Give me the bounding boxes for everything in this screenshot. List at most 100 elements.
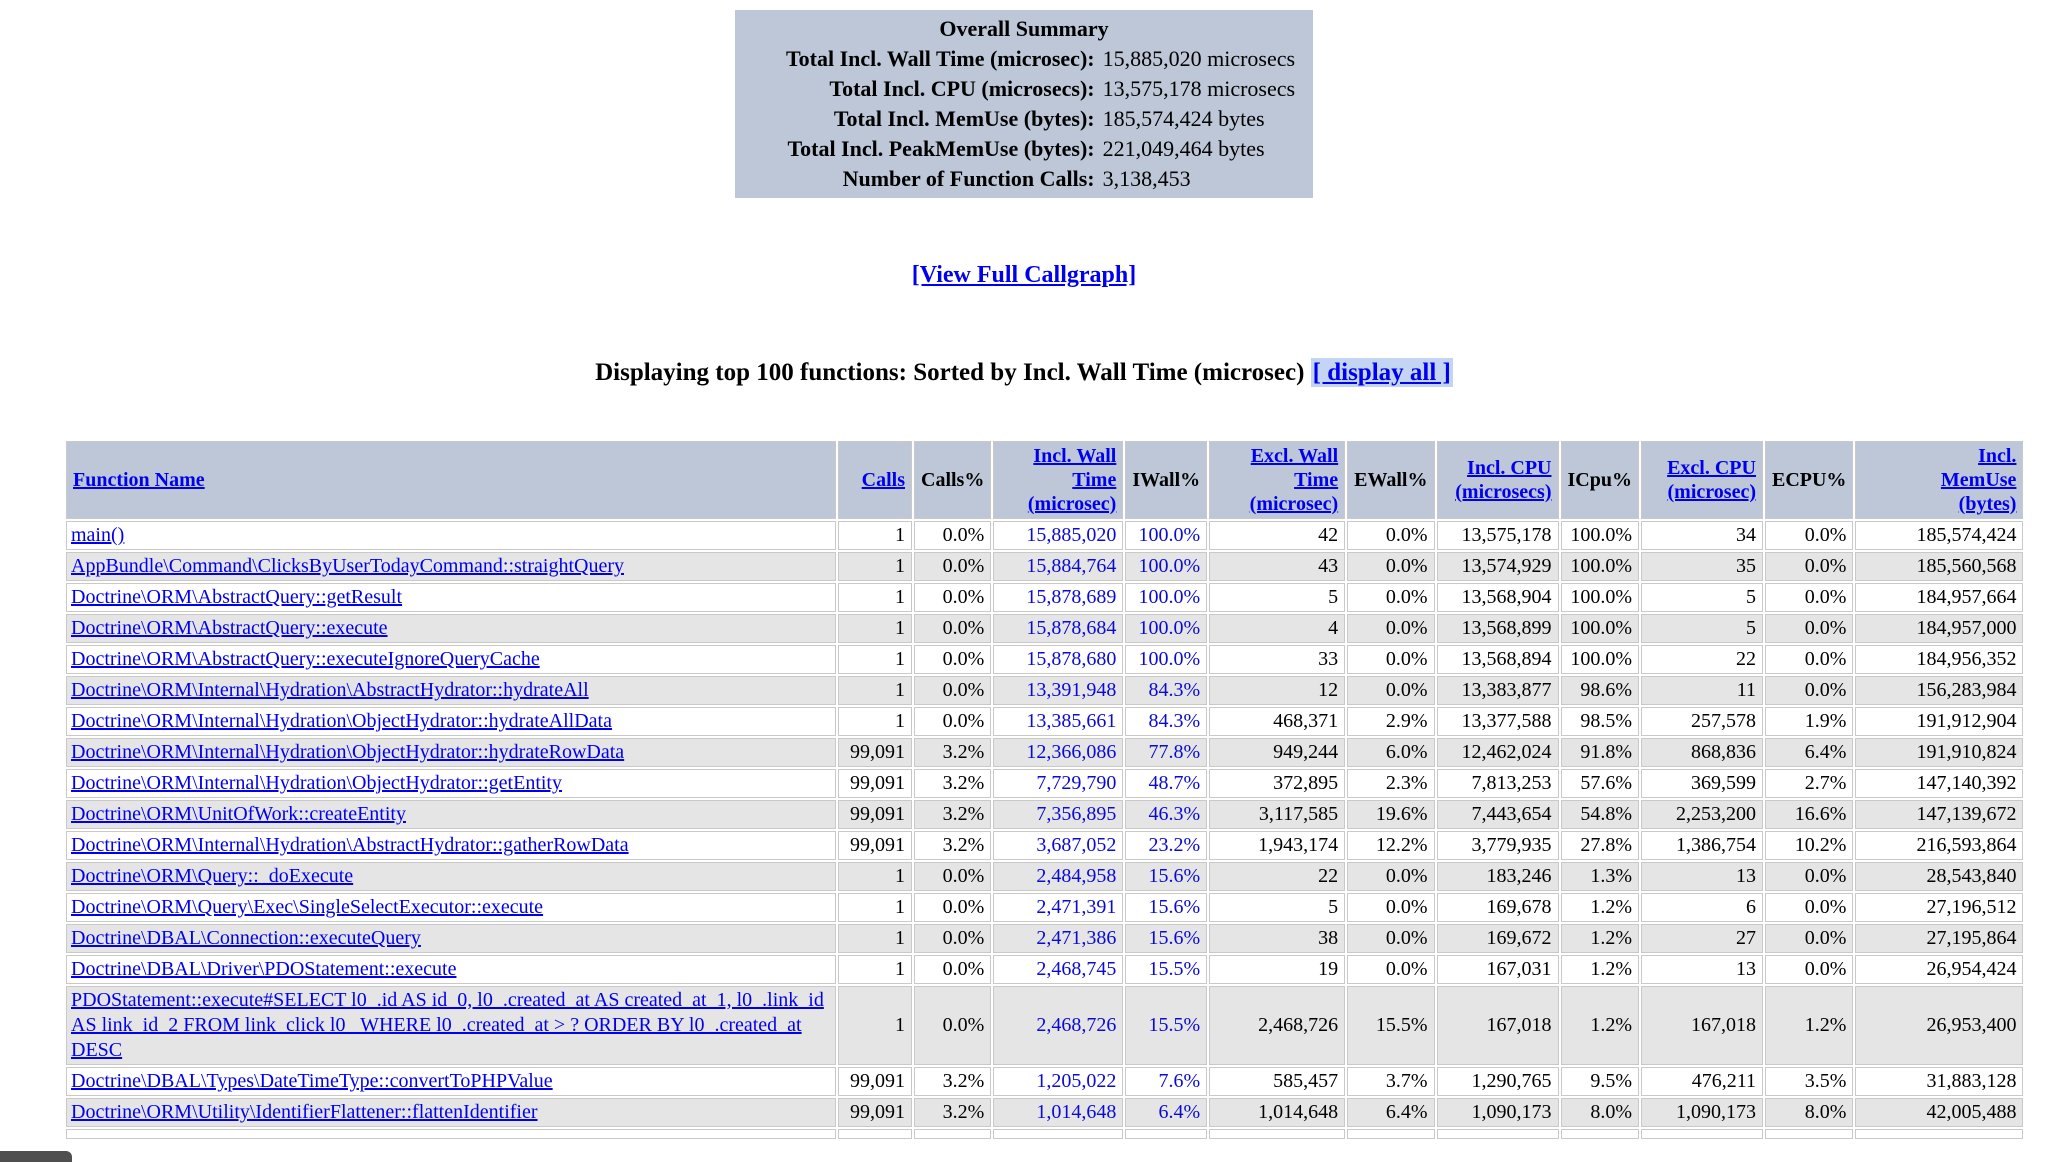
metric-cell: 191,912,904 <box>1855 707 2024 736</box>
function-link[interactable]: Doctrine\ORM\Utility\IdentifierFlattener… <box>71 1101 538 1123</box>
function-link[interactable]: AppBundle\Command\ClicksByUserTodayComma… <box>71 555 624 577</box>
metric-cell: 6 <box>1640 893 1763 922</box>
partial-next-row <box>66 1129 2024 1139</box>
metric-cell: 184,956,352 <box>1855 645 2024 674</box>
metric-cell: 13,575,178 <box>1436 521 1559 550</box>
metric-cell: 0.0% <box>1764 893 1854 922</box>
metric-cell <box>1764 1129 1854 1139</box>
function-link[interactable]: Doctrine\DBAL\Types\DateTimeType::conver… <box>71 1070 553 1092</box>
summary-row: Total Incl. PeakMemUse (bytes): 221,049,4… <box>737 134 1311 164</box>
sort-link[interactable]: Excl. Wall Time (microsec) <box>1249 445 1339 515</box>
function-name-cell: Doctrine\ORM\Internal\Hydration\ObjectHy… <box>66 769 836 798</box>
metric-cell: 169,672 <box>1436 924 1559 953</box>
metric-cell: 15,878,689 <box>993 583 1124 612</box>
sort-link[interactable]: Function Name <box>73 469 205 491</box>
function-link[interactable]: Doctrine\ORM\Internal\Hydration\ObjectHy… <box>71 741 625 763</box>
function-link[interactable]: Doctrine\ORM\Query\Exec\SingleSelectExec… <box>71 896 544 918</box>
metric-cell: 3.2% <box>914 831 992 860</box>
table-row: main() 1 0.0% 15,885,020 100.0% 42 0.0% 13,575,… <box>66 521 2024 550</box>
function-link[interactable]: Doctrine\ORM\Internal\Hydration\Abstract… <box>71 834 629 856</box>
metric-cell: 184,957,664 <box>1855 583 2024 612</box>
metric-cell: 0.0% <box>1347 521 1435 550</box>
metric-cell: 8.0% <box>1764 1098 1854 1127</box>
function-link[interactable]: Doctrine\DBAL\Driver\PDOStatement::execu… <box>71 958 457 980</box>
sort-link[interactable]: Incl. CPU (microsecs) <box>1455 457 1552 503</box>
function-link[interactable]: Doctrine\ORM\AbstractQuery::executeIgnor… <box>71 648 540 670</box>
metric-cell: 1 <box>838 862 912 891</box>
metric-cell: 191,910,824 <box>1855 738 2024 767</box>
metric-cell <box>1855 1129 2024 1139</box>
metric-cell: 0.0% <box>1347 614 1435 643</box>
metric-cell: 0.0% <box>914 862 992 891</box>
callgraph-line: [View Full Callgraph] <box>0 262 2048 289</box>
table-row: Doctrine\DBAL\Connection::executeQuery 1 0… <box>66 924 2024 953</box>
metric-cell: 2,468,726 <box>1209 986 1346 1065</box>
metric-cell: 13,391,948 <box>993 676 1124 705</box>
summary-label: Total Incl. MemUse (bytes): <box>833 106 1095 131</box>
view-full-callgraph-link[interactable]: [View Full Callgraph] <box>911 262 1137 288</box>
metric-cell: 3.2% <box>914 1067 992 1096</box>
metric-cell: 3.2% <box>914 1098 992 1127</box>
function-link[interactable]: Doctrine\ORM\Query::_doExecute <box>71 865 354 887</box>
function-link[interactable]: Doctrine\DBAL\Connection::executeQuery <box>71 927 421 949</box>
metric-cell: 1.2% <box>1560 893 1639 922</box>
metric-cell: 26,953,400 <box>1855 986 2024 1065</box>
summary-row: Total Incl. CPU (microsecs): 13,575,178 m… <box>737 74 1311 104</box>
metric-cell: 1,290,765 <box>1436 1067 1559 1096</box>
metric-cell: 6.4% <box>1764 738 1854 767</box>
metric-cell: 1 <box>838 924 912 953</box>
sort-link[interactable]: Incl. MemUse (bytes) <box>1940 445 2017 515</box>
metric-cell: 7,729,790 <box>993 769 1124 798</box>
metric-cell: 1,205,022 <box>993 1067 1124 1096</box>
metric-cell: 99,091 <box>838 738 912 767</box>
function-link[interactable]: PDOStatement::execute#SELECT l0_.id AS i… <box>71 989 824 1061</box>
sort-link[interactable]: Excl. CPU (microsec) <box>1667 457 1756 503</box>
metric-cell: 99,091 <box>838 831 912 860</box>
metric-cell: 5 <box>1209 583 1346 612</box>
metric-cell: 0.0% <box>1764 645 1854 674</box>
summary-value: 3,138,453 <box>1102 166 1191 191</box>
metric-cell: 13,568,899 <box>1436 614 1559 643</box>
metric-cell: 13 <box>1640 955 1763 984</box>
function-link[interactable]: Doctrine\ORM\AbstractQuery::getResult <box>71 586 403 608</box>
function-link[interactable]: Doctrine\ORM\Internal\Hydration\ObjectHy… <box>71 710 612 732</box>
function-link[interactable]: Doctrine\ORM\AbstractQuery::execute <box>71 617 388 639</box>
metric-cell: 1,943,174 <box>1209 831 1346 860</box>
metric-cell: 167,018 <box>1436 986 1559 1065</box>
function-link[interactable]: Doctrine\ORM\UnitOfWork::createEntity <box>71 803 406 825</box>
metric-cell: 1,014,648 <box>993 1098 1124 1127</box>
function-name-cell: AppBundle\Command\ClicksByUserTodayComma… <box>66 552 836 581</box>
column-header: ICpu% <box>1560 441 1639 519</box>
metric-cell: 1 <box>838 583 912 612</box>
display-all-link[interactable]: [ display all ] <box>1310 358 1453 387</box>
function-link[interactable]: Doctrine\ORM\Internal\Hydration\Abstract… <box>71 679 589 701</box>
summary-value: 185,574,424 bytes <box>1102 106 1265 131</box>
metric-cell: 91.8% <box>1560 738 1639 767</box>
metric-cell: 46.3% <box>1125 800 1208 829</box>
table-row: Doctrine\ORM\UnitOfWork::createEntity 99,… <box>66 800 2024 829</box>
metric-cell: 77.8% <box>1125 738 1208 767</box>
sort-link[interactable]: Incl. Wall Time (microsec) <box>1027 445 1117 515</box>
metric-cell: 0.0% <box>914 707 992 736</box>
metric-cell: 257,578 <box>1640 707 1763 736</box>
function-link[interactable]: main() <box>71 524 125 546</box>
metric-cell: 169,678 <box>1436 893 1559 922</box>
listing-heading: Displaying top 100 functions: Sorted by … <box>0 358 2048 387</box>
metric-cell: 1,386,754 <box>1640 831 1763 860</box>
metric-cell: 12,462,024 <box>1436 738 1559 767</box>
summary-label: Total Incl. PeakMemUse (bytes): <box>787 136 1095 161</box>
metric-cell: 12.2% <box>1347 831 1435 860</box>
metric-cell: 16.6% <box>1764 800 1854 829</box>
metric-cell: 1.2% <box>1560 986 1639 1065</box>
metric-cell: 3,779,935 <box>1436 831 1559 860</box>
metric-cell: 4 <box>1209 614 1346 643</box>
sort-link[interactable]: Calls <box>861 469 905 491</box>
metric-cell: 2,468,745 <box>993 955 1124 984</box>
metric-cell: 15.5% <box>1347 986 1435 1065</box>
metric-cell: 0.0% <box>1764 614 1854 643</box>
column-header: IWall% <box>1125 441 1208 519</box>
function-link[interactable]: Doctrine\ORM\Internal\Hydration\ObjectHy… <box>71 772 562 794</box>
metric-cell: 13,568,894 <box>1436 645 1559 674</box>
column-header: Calls% <box>914 441 992 519</box>
column-header: Incl. CPU (microsecs) <box>1436 441 1559 519</box>
